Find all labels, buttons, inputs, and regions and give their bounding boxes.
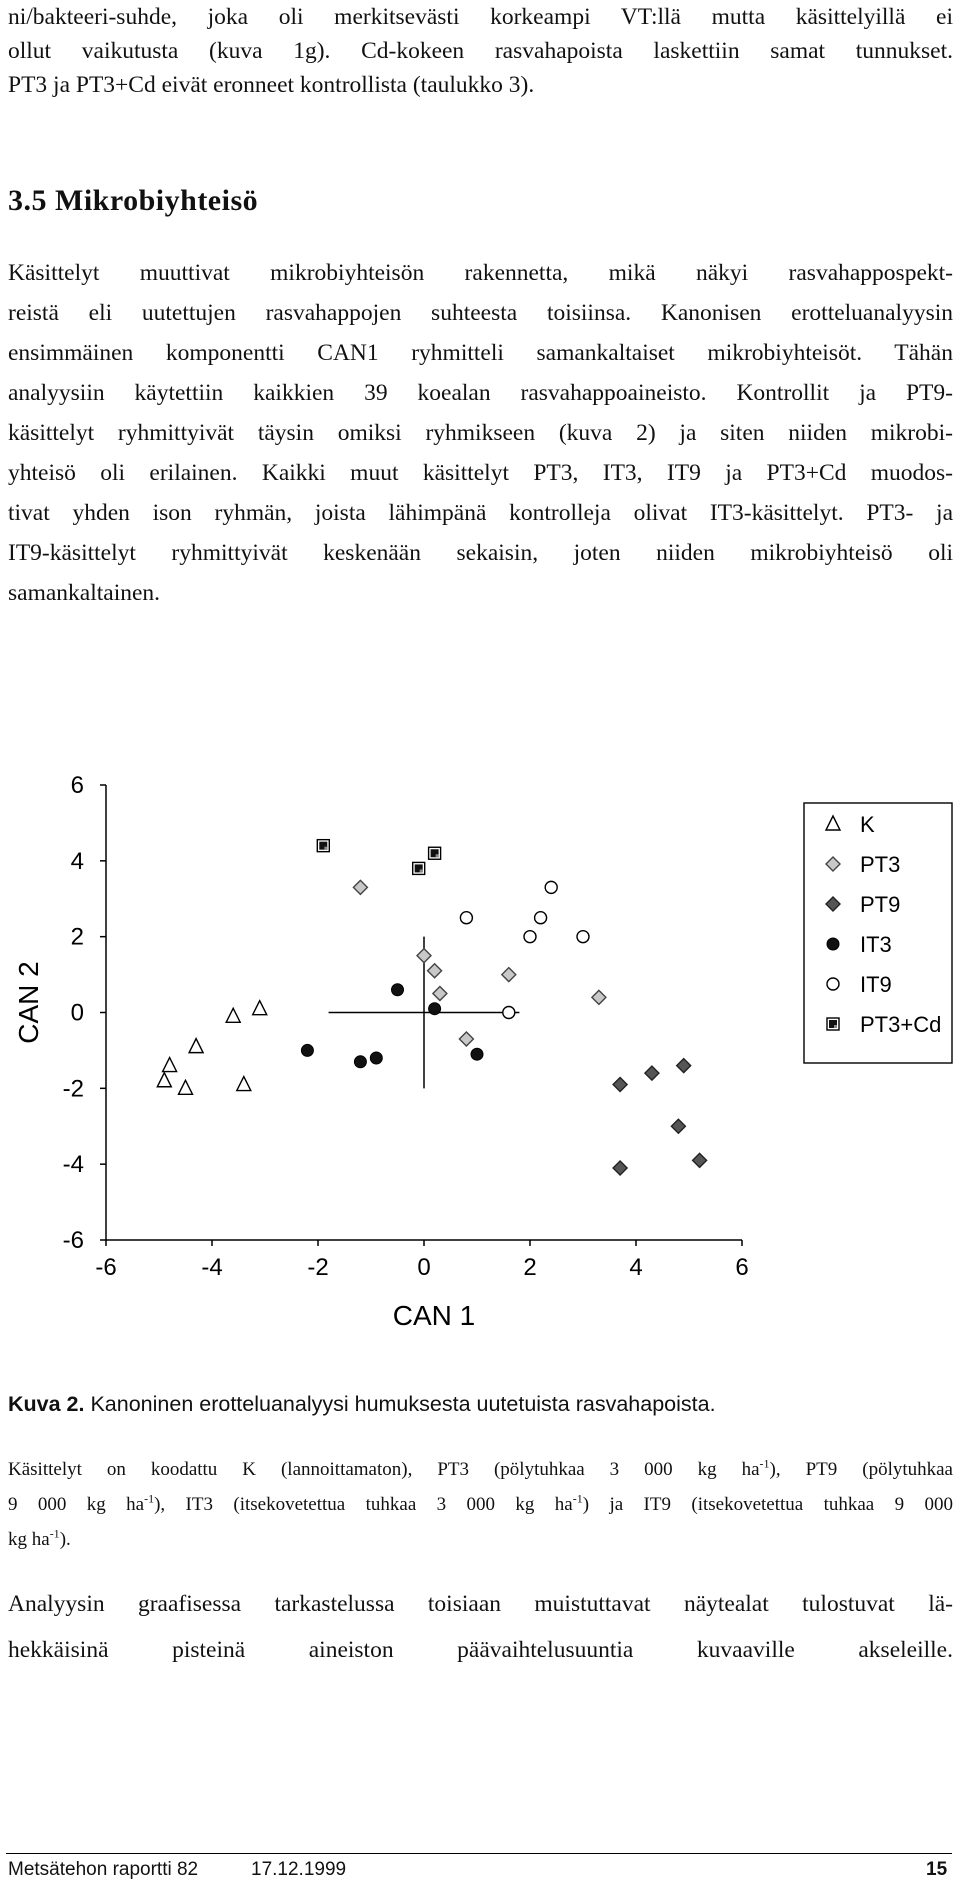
chart-points (156, 838, 708, 1176)
data-point-it9 (502, 1005, 516, 1020)
legend-marker-pt3-cd (826, 1017, 840, 1031)
chart-legend: K PT3 PT9 IT3 IT9 PT3+Cd (803, 802, 953, 1064)
legend-label: PT9 (860, 892, 900, 917)
data-point-it3 (428, 1002, 442, 1016)
y-tick-label: -4 (63, 1151, 84, 1178)
data-point-k (225, 1006, 242, 1023)
data-point-pt3-cd (316, 838, 330, 853)
data-point-k (187, 1037, 205, 1054)
x-tick-label: 4 (629, 1254, 642, 1281)
scatter-chart: 6 4 2 0 -2 -4 -6 -6 -4 -2 0 2 4 6 CAN 1 CAN 2 K PT3 PT9 IT… (13, 772, 953, 1331)
caption-label: Kuva 2. (8, 1392, 85, 1416)
chart-axes: 6 4 2 0 -2 -4 -6 -6 -4 -2 0 2 4 6 CAN 1 CAN 2 (13, 772, 749, 1331)
data-point-pt3 (426, 962, 443, 979)
body-line-6: yhteisö oli erilainen. Kaikki muut käsit… (8, 460, 953, 486)
legend-marker-k (824, 814, 842, 831)
x-axis-title: CAN 1 (393, 1300, 475, 1331)
data-point-pt3 (431, 985, 448, 1002)
body-line-5: käsittelyt ryhmittyivät täysin omiksi ry… (8, 420, 953, 446)
intro-line-1: ni/bakteeri-suhde, joka oli merkitseväst… (8, 4, 953, 30)
data-point-pt3 (590, 989, 607, 1006)
section-heading: 3.5 Mikrobiyhteisö (8, 184, 259, 217)
y-tick-label: -2 (63, 1075, 84, 1102)
data-point-pt9 (612, 1076, 629, 1093)
legend-label: PT3+Cd (860, 1012, 941, 1037)
data-point-pt3 (500, 966, 517, 983)
data-point-k (235, 1074, 252, 1092)
legend-label: IT9 (860, 972, 892, 997)
y-tick-label: 4 (71, 848, 84, 875)
legend-label: PT3 (860, 852, 900, 877)
data-point-k (156, 1071, 173, 1088)
x-tick-label: -4 (201, 1254, 222, 1281)
data-point-k (177, 1078, 194, 1096)
data-point-it3 (300, 1043, 314, 1057)
data-point-pt3-cd (427, 846, 442, 860)
data-point-pt3 (352, 879, 369, 896)
x-tick-label: 6 (735, 1254, 748, 1281)
x-tick-label: -2 (307, 1254, 328, 1281)
body-line-4: analyysiin käytettiin kaikkien 39 koeala… (8, 380, 953, 406)
legend-marker-pt3 (825, 856, 841, 872)
para2-line-1: Analyysin graafisessa tarkastelussa tois… (8, 1591, 953, 1617)
data-point-it3 (391, 983, 404, 997)
data-point-it9 (576, 929, 590, 944)
footer-journal: Metsätehon raportti 82 (8, 1859, 199, 1880)
data-point-pt9 (643, 1065, 660, 1082)
data-point-pt3 (458, 1031, 475, 1048)
x-tick-label: 2 (523, 1254, 536, 1281)
y-tick-label: -6 (63, 1227, 84, 1254)
y-tick-label: 0 (71, 1000, 84, 1027)
x-tick-label: -6 (95, 1254, 116, 1281)
note-line-2: 9 000 kg ha-1), IT3 (itsekovetettua tuhk… (8, 1491, 954, 1515)
para2-line-2: hekkäisinä pisteinä aineiston päävaihtel… (8, 1637, 953, 1663)
caption-text: Kanoninen erotteluanalyysi humuksesta uu… (84, 1392, 716, 1416)
data-point-it3 (369, 1051, 383, 1065)
body-line-2: reistä eli uutettujen rasvahappojen suht… (8, 300, 953, 326)
data-point-it3 (353, 1055, 367, 1069)
data-point-it9 (523, 929, 537, 944)
body-line-1: Käsittelyt muuttivat mikrobiyhteisön rak… (8, 260, 953, 286)
data-point-pt9 (691, 1152, 708, 1169)
data-point-it9 (533, 911, 548, 925)
note-line-1: Käsittelyt on koodattu K (lannoittamaton… (8, 1456, 953, 1480)
footer-rule (6, 1853, 952, 1854)
legend-marker-pt9 (825, 896, 841, 912)
data-point-pt3-cd (412, 861, 426, 876)
data-point-pt9 (670, 1118, 687, 1135)
legend-label: K (860, 812, 875, 837)
x-tick-label: 0 (417, 1254, 430, 1281)
data-point-k (161, 1056, 178, 1073)
body-line-3: ensimmäinen komponentti CAN1 ryhmitteli … (8, 340, 953, 366)
data-point-it9 (544, 880, 558, 895)
y-axis-title: CAN 2 (13, 961, 44, 1043)
footer-page-number: 15 (926, 1859, 948, 1880)
body-line-9: samankaltainen. (8, 580, 161, 606)
data-point-it9 (459, 911, 474, 925)
data-point-it3 (470, 1047, 484, 1061)
body-line-7: tivat yhden ison ryhmän, joista lähimpän… (8, 500, 953, 526)
legend-marker-it3 (826, 937, 840, 951)
data-point-pt9 (675, 1057, 692, 1074)
legend-label: IT3 (860, 932, 892, 957)
footer-date: 17.12.1999 (251, 1859, 347, 1880)
data-point-k (251, 999, 268, 1016)
body-line-8: IT9-käsittelyt ryhmittyivät keskenään se… (8, 540, 953, 566)
figure-caption: Kuva 2. Kanoninen erotteluanalyysi humuk… (8, 1392, 716, 1417)
note-line-3: kg ha-1). (8, 1526, 71, 1550)
y-tick-label: 6 (71, 772, 84, 799)
intro-line-2: ollut vaikutusta (kuva 1g). Cd-kokeen ra… (8, 38, 953, 64)
data-point-pt3 (416, 947, 432, 964)
legend-marker-it9 (826, 977, 840, 991)
data-point-pt9 (612, 1159, 629, 1176)
y-tick-label: 2 (71, 924, 84, 951)
intro-line-3: PT3 ja PT3+Cd eivät eronneet kontrollist… (8, 72, 535, 98)
